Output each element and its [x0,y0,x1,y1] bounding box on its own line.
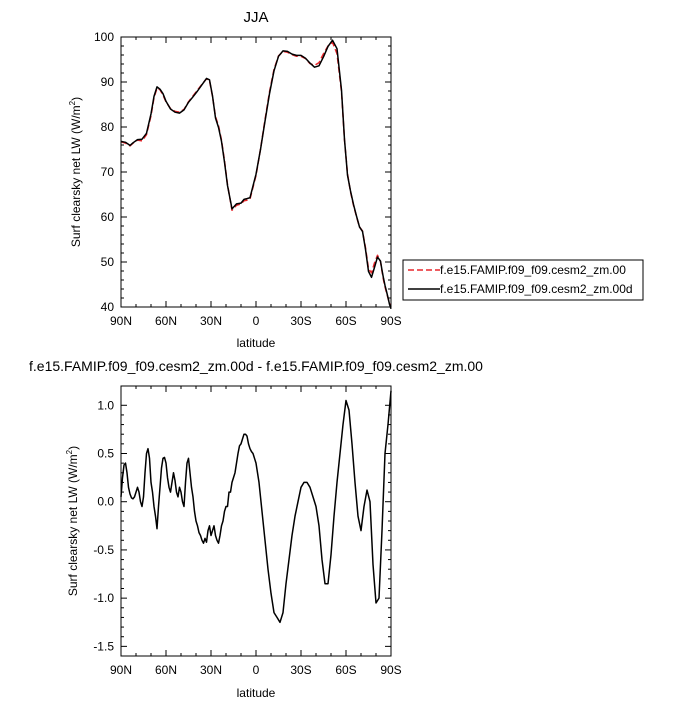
top-chart-title: JJA [243,9,268,26]
bottom-y-axis-label-close: ) [66,446,80,450]
top-x-tick-label: 30N [200,314,222,328]
top-y-axis-label-main: Surf clearsky net LW (W/m [69,105,83,247]
bottom-series-difference [120,390,392,624]
top-y-tick-label: 40 [101,300,115,314]
bottom-x-tick-label: 60N [155,663,177,677]
top-y-tick-label: 70 [101,165,115,179]
bottom-chart-title: f.e15.FAMIP.f09_f09.cesm2_zm.00d - f.e15… [29,358,483,374]
legend-box [402,259,644,301]
bottom-y-tick-label: 1.0 [97,398,114,412]
top-x-tick-label: 30S [290,314,311,328]
top-plot-frame [120,36,392,308]
bottom-y-tick-label: -1.5 [93,639,114,653]
bottom-plot: 90N 60N 30N 0 30S 60S 90S -1.5 -1.0 -0.5 0.0 0.5 1.0 [93,385,402,677]
bottom-y-tick-label: -0.5 [93,543,114,557]
top-series-f-e15-famip-f09-f09-cesm2-zm-00d [120,39,392,310]
top-y-tick-label: 80 [101,120,115,134]
top-y-axis-label-sup: 2 [68,100,77,105]
top-y-tick-label: 90 [101,75,115,89]
top-plot: 90N 60N 30N 0 30S 60S 90S 40 50 60 70 80 90 100 [94,30,402,328]
top-x-tick-label: 60N [155,314,177,328]
top-axes-group: 90N 60N 30N 0 30S 60S 90S 40 50 60 70 80 90 100 [94,30,402,328]
bottom-x-tick-label: 90S [380,663,401,677]
bottom-y-tick-label: -1.0 [93,591,114,605]
bottom-y-axis-label-sup: 2 [65,449,74,454]
bottom-axes-group: 90N 60N 30N 0 30S 60S 90S -1.5 -1.0 -0.5 0.0 0.5 1.0 [93,386,402,677]
top-x-axis-label: latitude [237,336,276,350]
top-y-tick-label: 50 [101,255,115,269]
bottom-y-tick-label: 0.0 [97,495,114,509]
top-x-tick-label: 0 [253,314,260,328]
bottom-x-tick-label: 60S [335,663,356,677]
legend-label-cesm2-zm-00: f.e15.FAMIP.f09_f09.cesm2_zm.00 [440,263,626,277]
top-x-tick-label: 60S [335,314,356,328]
top-series-group [120,39,392,310]
bottom-x-axis-label: latitude [237,686,276,700]
top-x-tick-label: 90S [380,314,401,328]
top-y-tick-label: 100 [94,30,114,44]
bottom-x-tick-label: 30S [290,663,311,677]
top-y-axis-label-close: ) [69,97,83,101]
bottom-x-tick-label: 90N [110,663,132,677]
legend: f.e15.FAMIP.f09_f09.cesm2_zm.00 f.e15.FA… [402,259,644,301]
legend-label-cesm2-zm-00d: f.e15.FAMIP.f09_f09.cesm2_zm.00d [440,282,633,296]
bottom-y-axis-label: Surf clearsky net LW (W/m2) [65,446,80,596]
bottom-y-axis-label-main: Surf clearsky net LW (W/m [66,454,80,596]
top-x-tick-label: 90N [110,314,132,328]
bottom-plot-frame [120,385,392,657]
top-y-tick-label: 60 [101,210,115,224]
top-y-axis-label: Surf clearsky net LW (W/m2) [68,97,83,247]
bottom-y-tick-label: 0.5 [97,447,114,461]
bottom-x-tick-label: 0 [253,663,260,677]
bottom-series-group [120,390,392,624]
bottom-x-tick-label: 30N [200,663,222,677]
